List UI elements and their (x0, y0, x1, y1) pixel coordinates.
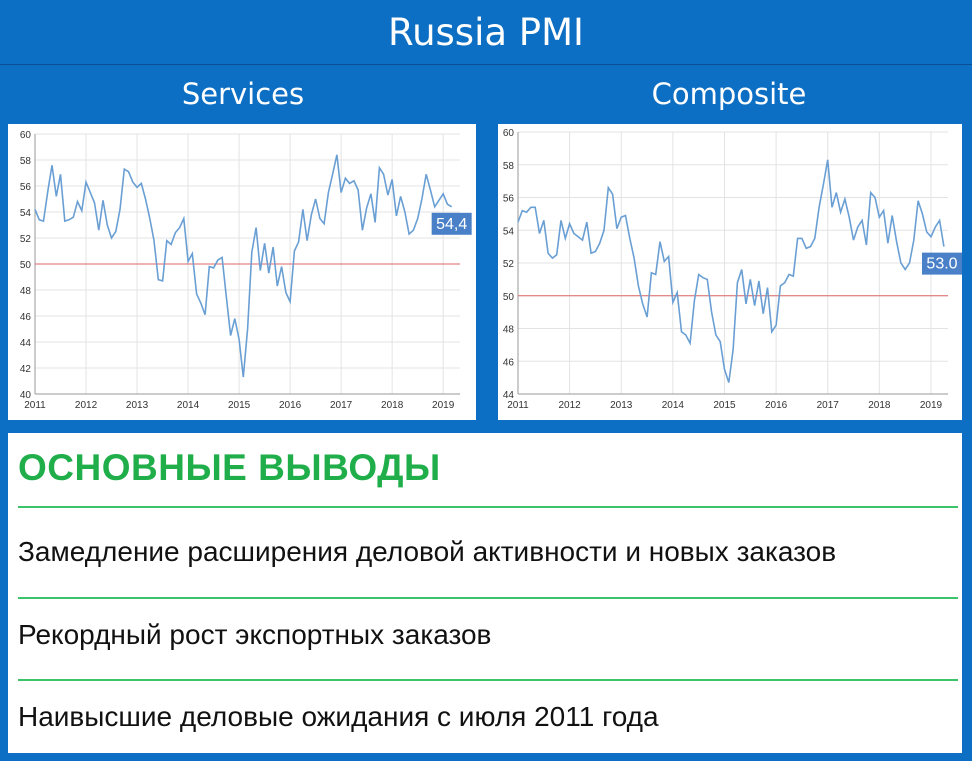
composite-y-tick-label: 52 (503, 259, 515, 270)
composite-x-tick-label: 2014 (662, 400, 685, 411)
composite-y-tick-label: 50 (503, 292, 515, 303)
services-x-tick-label: 2015 (228, 400, 251, 411)
composite-x-tick-label: 2013 (610, 400, 633, 411)
composite-y-tick-label: 48 (503, 325, 515, 336)
composite-y-tick-label: 46 (503, 357, 515, 368)
composite-x-tick-label: 2012 (558, 400, 581, 411)
services-subtitle: Services (181, 77, 305, 111)
finding-item-1: Замедление расширения деловой активности… (18, 536, 837, 567)
composite-x-tick-label: 2018 (868, 400, 891, 411)
finding-item-2: Рекордный рост экспортных заказов (18, 619, 492, 650)
composite-y-tick-label: 56 (503, 194, 515, 205)
services-y-tick-label: 52 (20, 234, 32, 245)
services-y-tick-label: 56 (20, 182, 32, 193)
composite-x-tick-label: 2019 (920, 400, 943, 411)
services-x-tick-label: 2014 (177, 400, 200, 411)
composite-chart: 44 46 48 50 52 54 56 58 60 2011 2012 2013 2014 2015 20… (503, 128, 962, 411)
composite-y-tick-label: 54 (503, 226, 515, 237)
composite-y-tick-label: 44 (503, 390, 515, 401)
services-x-tick-label: 2011 (24, 400, 46, 411)
divider (18, 506, 958, 508)
composite-x-tick-label: 2017 (817, 400, 840, 411)
composite-x-tick-label: 2011 (507, 400, 529, 411)
services-x-tick-label: 2016 (279, 400, 302, 411)
services-x-tick-label: 2012 (75, 400, 98, 411)
composite-x-tick-label: 2016 (765, 400, 788, 411)
composite-last-value-label: 53.0 (926, 256, 957, 273)
finding-item-3: Наивысшие деловые ожидания с июля 2011 г… (18, 701, 659, 732)
key-findings-panel: ОСНОВНЫЕ ВЫВОДЫ Замедление расширения де… (8, 433, 962, 753)
composite-chart-panel: 44 46 48 50 52 54 56 58 60 2011 2012 2013 2014 2015 20… (498, 124, 962, 420)
services-y-tick-label: 48 (20, 286, 32, 297)
composite-x-tick-label: 2015 (713, 400, 736, 411)
services-y-tick-label: 50 (20, 260, 32, 271)
composite-last-value-badge (922, 252, 962, 275)
services-y-tick-label: 42 (20, 364, 32, 375)
services-y-tick-label: 58 (20, 156, 32, 167)
services-series-line (34, 154, 453, 378)
services-last-value-label: 54,4 (436, 216, 467, 233)
key-findings-heading: ОСНОВНЫЕ ВЫВОДЫ (18, 447, 441, 488)
divider (18, 597, 958, 599)
services-y-tick-label: 60 (20, 130, 32, 141)
services-x-tick-label: 2017 (330, 400, 353, 411)
services-y-tick-label: 46 (20, 312, 32, 323)
services-x-tick-label: 2019 (432, 400, 455, 411)
services-y-tick-label: 54 (20, 208, 32, 219)
composite-series-line (517, 159, 945, 383)
services-y-tick-label: 40 (20, 390, 32, 401)
services-x-tick-label: 2018 (381, 400, 404, 411)
composite-subtitle: Composite (651, 77, 807, 111)
services-chart-panel: 40 42 44 46 48 50 52 54 56 58 60 2011 2012 2013 2014 20… (8, 124, 476, 420)
services-last-value-badge (431, 212, 472, 235)
services-y-tick-label: 44 (20, 338, 32, 349)
services-chart: 40 42 44 46 48 50 52 54 56 58 60 2011 2012 2013 2014 20… (20, 130, 472, 411)
divider (18, 679, 958, 681)
composite-y-tick-label: 58 (503, 161, 515, 172)
page-title: Russia PMI (0, 0, 972, 65)
services-x-tick-label: 2013 (126, 400, 149, 411)
composite-y-tick-label: 60 (503, 128, 515, 139)
